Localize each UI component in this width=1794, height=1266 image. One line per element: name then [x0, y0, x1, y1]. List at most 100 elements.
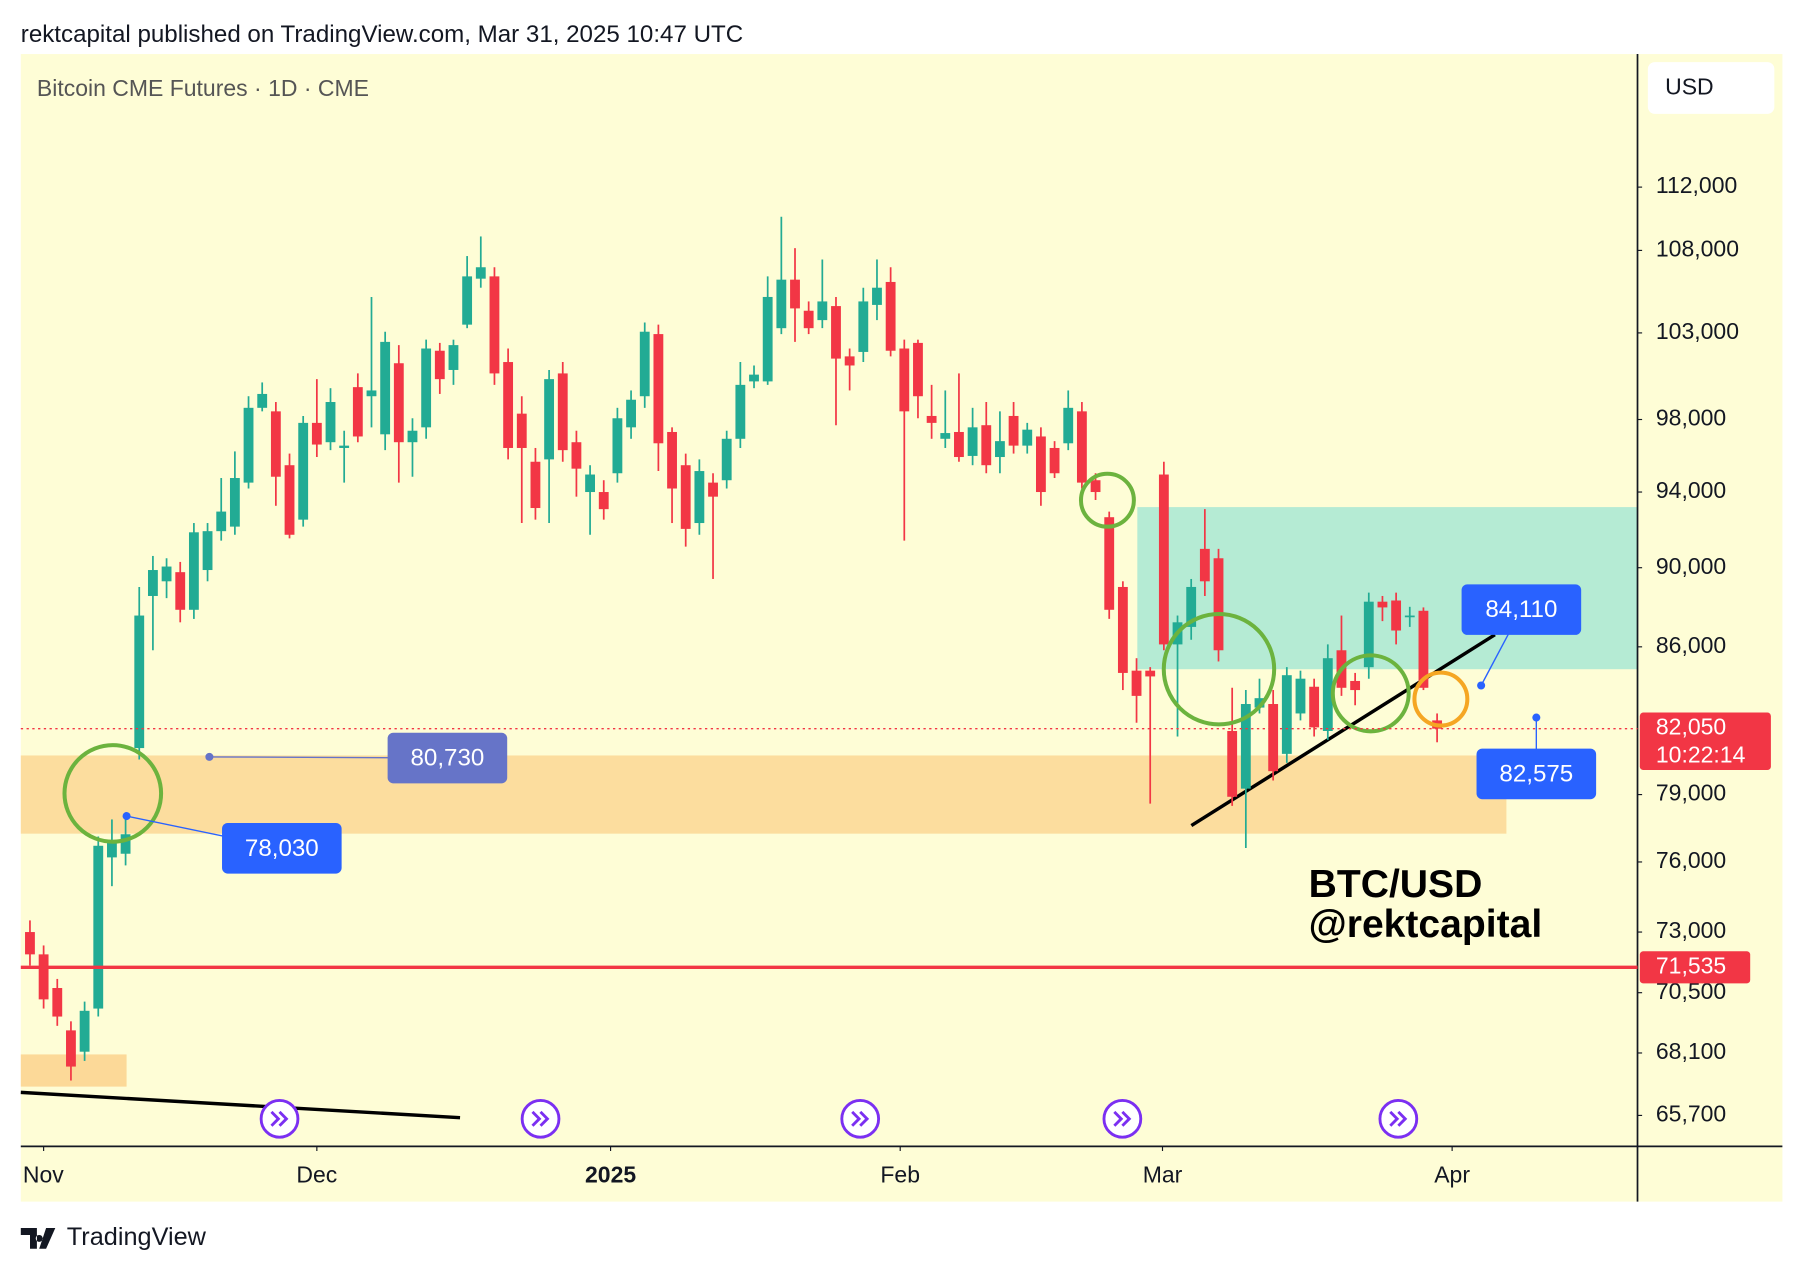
callout-label: 84,110: [1485, 596, 1557, 623]
candle-body: [1268, 704, 1279, 772]
candle-body: [571, 442, 582, 469]
circle: [1330, 653, 1411, 734]
candle-body: [393, 363, 404, 443]
candle-body: [1131, 670, 1142, 696]
candle-body: [1049, 447, 1060, 474]
event-icons: [259, 1098, 1419, 1139]
candle-body: [188, 532, 199, 610]
candle-body: [735, 384, 746, 439]
y-tick-label: 68,100: [1656, 1038, 1726, 1064]
candle-body: [1022, 429, 1033, 446]
candle-body: [1199, 548, 1210, 582]
y-tick-label: 65,700: [1656, 1100, 1726, 1126]
candle-body: [1104, 517, 1115, 610]
watermark: BTC/USD: [1309, 863, 1483, 906]
candle-body: [721, 438, 732, 481]
candle-body: [885, 281, 896, 351]
x-tick-label: Dec: [296, 1161, 337, 1187]
candle-body: [216, 511, 227, 532]
candle-body: [311, 422, 322, 445]
logo: [20, 1228, 56, 1249]
x-tick-label: Nov: [23, 1161, 64, 1187]
y-tick-label: 112,000: [1656, 172, 1737, 198]
candle-body: [1377, 601, 1388, 608]
level-label-box: [1639, 951, 1751, 984]
candle-body: [421, 348, 432, 428]
candle-body: [325, 402, 336, 443]
event-icon: [840, 1098, 881, 1139]
candle-body: [134, 615, 145, 749]
candle-body: [489, 276, 500, 374]
circle: [1412, 670, 1470, 728]
candle-body: [1281, 675, 1292, 754]
candle-body: [872, 287, 882, 305]
candle-body: [66, 1030, 76, 1067]
price-label: 82,050: [1656, 714, 1726, 740]
candle-body: [940, 433, 951, 439]
y-tick-label: 90,000: [1656, 553, 1726, 579]
candle-body: [284, 465, 295, 535]
candle-body: [38, 954, 49, 1000]
candle-body: [1008, 415, 1019, 446]
y-tick-label: 108,000: [1656, 235, 1739, 261]
callout-box: [1461, 584, 1582, 635]
candle-body: [790, 279, 800, 309]
candle-body: [817, 301, 828, 321]
callout-box: [1476, 748, 1597, 800]
candle-body: [995, 441, 1005, 458]
candle-body: [25, 932, 35, 955]
candle-body: [530, 461, 541, 509]
candle-body: [749, 374, 759, 382]
candle-body: [899, 348, 910, 412]
event-icon: [1378, 1098, 1419, 1139]
candle-body: [503, 362, 514, 448]
candle-body: [298, 422, 309, 520]
candle-body: [1404, 615, 1415, 618]
y-tick-label: 79,000: [1656, 780, 1726, 806]
callout-dot: [1477, 681, 1486, 690]
currency-box: [1647, 62, 1775, 114]
candle-body: [1418, 610, 1429, 688]
y-tick-label: 103,000: [1656, 318, 1739, 344]
candle-body: [967, 427, 978, 456]
candle-body: [1186, 586, 1197, 627]
candle-body: [462, 276, 473, 325]
candle-body: [1145, 670, 1156, 677]
candle-body: [339, 445, 350, 448]
candle-body: [762, 296, 773, 382]
y-tick-label: 86,000: [1656, 632, 1726, 658]
candle-body: [407, 430, 418, 443]
candle-body: [380, 341, 391, 435]
candle-body: [803, 310, 814, 329]
price-countdown: 10:22:14: [1656, 741, 1746, 767]
callout-dot: [1532, 713, 1541, 722]
candle-body: [147, 570, 158, 596]
x-tick-label: Feb: [880, 1161, 920, 1187]
chart-title: Bitcoin CME Futures · 1D · CME: [37, 75, 369, 101]
candle-body: [585, 474, 595, 493]
circle: [62, 743, 164, 844]
y-tick-label: 76,000: [1656, 847, 1726, 873]
candle-body: [1035, 436, 1046, 493]
circle: [1161, 612, 1277, 727]
candle-body: [954, 431, 964, 458]
circle: [1078, 471, 1136, 529]
currency: USD: [1665, 74, 1714, 100]
candle-body: [858, 301, 869, 352]
callout-label: 82,575: [1499, 760, 1573, 787]
candle-body: [1076, 411, 1087, 483]
candle-body: [544, 379, 555, 460]
candle-body: [257, 393, 268, 408]
callout-box: [387, 732, 508, 784]
y-tick-label: 94,000: [1656, 477, 1726, 503]
y-tick-label: 98,000: [1656, 405, 1726, 431]
header: rektcapital published on TradingView.com…: [21, 21, 743, 48]
candle-body: [667, 431, 677, 489]
x-tick-label: 2025: [585, 1161, 636, 1187]
candle-body: [831, 306, 841, 359]
callout-dot: [122, 812, 131, 821]
candle-body: [79, 1010, 90, 1052]
candle-body: [366, 390, 377, 397]
candle-body: [1213, 558, 1224, 651]
candle-body: [598, 492, 609, 510]
